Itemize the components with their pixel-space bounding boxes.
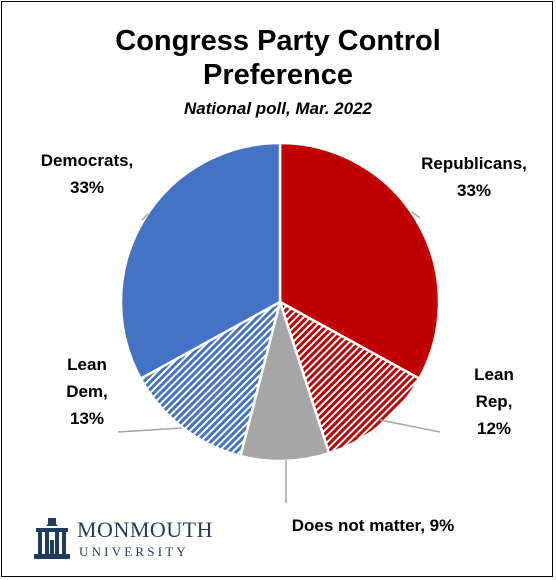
leader-lines — [117, 211, 441, 503]
leader-line-lean-dem — [117, 427, 183, 433]
leader-line-lean-rep — [379, 419, 441, 433]
leader-line-republicans — [411, 211, 421, 219]
pie-slice-lean-dem — [138, 299, 282, 458]
slice-label-line: 12% — [477, 419, 511, 438]
slice-label-line: Rep, — [476, 392, 513, 411]
slice-label-republicans: Republicans, 33% — [421, 154, 527, 200]
pie-slice-democrats — [119, 141, 282, 381]
chart-subtitle: National poll, Mar. 2022 — [183, 99, 372, 118]
pie-slice-lean-rep — [277, 299, 422, 455]
slice-label-lean-rep: Lean Rep, 12% — [474, 365, 514, 438]
slice-label-line: Republicans, — [421, 154, 527, 173]
pie-slice-does-not-matter — [238, 297, 331, 463]
slice-label-line: Lean — [474, 365, 514, 384]
logo-name: MONMOUTH — [77, 517, 213, 542]
slice-label-line: Lean — [67, 355, 107, 374]
slice-label-line: Dem, — [66, 382, 108, 401]
pie-slice-republicans — [278, 141, 441, 381]
slice-labels: Republicans, 33% Lean Rep, 12% Does not matte… — [41, 151, 527, 535]
slice-label-line: Democrats, — [41, 151, 134, 170]
building-icon — [34, 518, 70, 559]
chart-title-line-2: Preference — [203, 59, 353, 91]
chart-title-line-1: Congress Party Control — [115, 25, 441, 57]
leader-line-democrats — [141, 213, 149, 221]
slice-label-does-not-matter: Does not matter, 9% — [292, 516, 455, 535]
slice-label-line: Does not matter, 9% — [292, 516, 455, 535]
slice-label-line: 13% — [70, 409, 104, 428]
monmouth-logo: MONMOUTH UNIVERSITY — [32, 516, 242, 564]
chart-title: Congress Party Control Preference — [0, 24, 556, 92]
slice-label-line: 33% — [457, 181, 491, 200]
slice-label-democrats: Democrats, 33% — [41, 151, 134, 197]
slice-label-line: 33% — [70, 178, 104, 197]
slice-label-lean-dem: Lean Dem, 13% — [66, 355, 108, 428]
logo-subtitle: UNIVERSITY — [79, 544, 189, 559]
pie-slices — [119, 141, 441, 463]
